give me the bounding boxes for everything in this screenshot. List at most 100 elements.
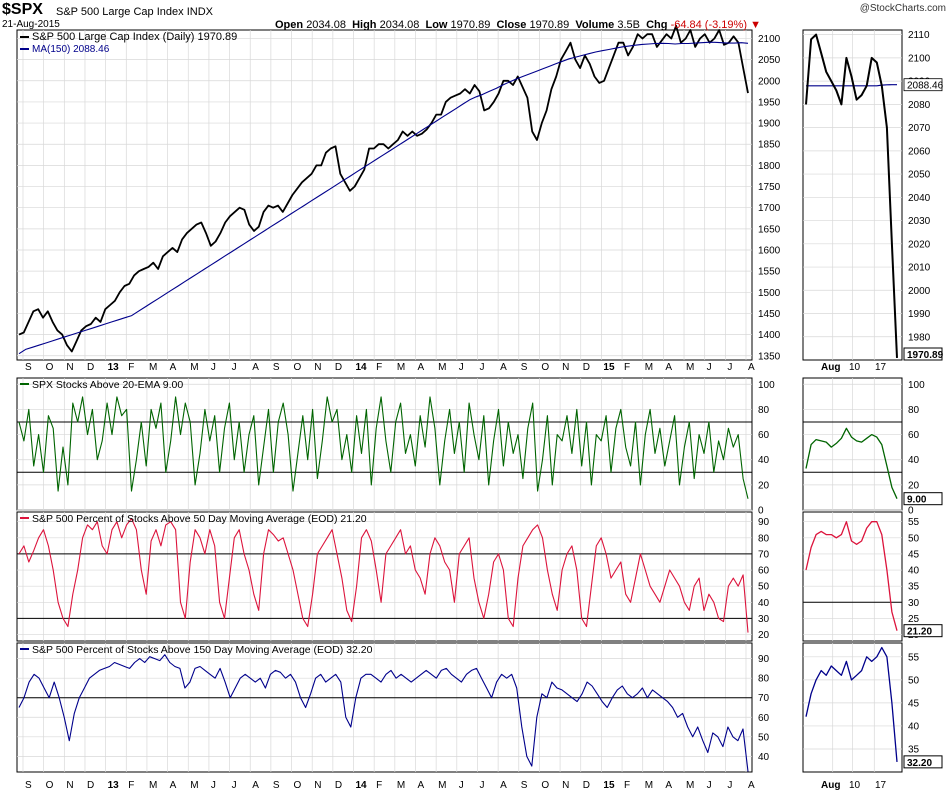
x-tick-label: D	[335, 780, 342, 791]
panel-title: S&P 500 Percent of Stocks Above 50 Day M…	[32, 513, 367, 525]
x-tick-label: O	[294, 780, 302, 791]
x-tick-label: J	[211, 780, 216, 791]
open-value: 2034.08	[306, 19, 346, 31]
zoom-y-tick-label: 40	[908, 455, 920, 466]
stockcharts-watermark[interactable]: @StockCharts.com	[859, 3, 946, 14]
security-name-text: S&P 500 Large Cap Index	[56, 6, 184, 18]
panel-frame	[16, 511, 753, 642]
change-label: Chg	[646, 19, 668, 31]
x-tick-label: O	[541, 362, 549, 373]
zoom-y-tick-label: 50	[908, 533, 920, 544]
panel-title: S&P 500 Percent of Stocks Above 150 Day …	[32, 644, 373, 656]
x-tick-label: F	[624, 362, 630, 373]
zoom-y-tick-label: 60	[908, 430, 920, 441]
last-value-box	[903, 492, 943, 506]
zoom-y-tick-label: 40	[908, 721, 920, 732]
x-tick-label: A	[748, 362, 755, 373]
x-tick-label: M	[149, 780, 157, 791]
x-tick-label: M	[438, 362, 446, 373]
zoom-y-tick-label: 2100	[908, 53, 931, 64]
zoom-y-tick-label: 25	[908, 614, 920, 625]
zoom-y-tick-label: 2030	[908, 216, 931, 227]
y-tick-label: 50	[758, 732, 770, 743]
zoom-series-line	[805, 521, 898, 631]
x-tick-label: 14	[356, 362, 368, 373]
y-tick-label: 60	[758, 713, 770, 724]
panel-above50: 20 30 40 50 60 70 80 90 S&P 500 Percent of Stock…	[16, 511, 770, 642]
x-tick-label: F	[376, 362, 382, 373]
x-tick-label: D	[87, 362, 94, 373]
y-tick-label: 0	[758, 506, 764, 517]
zoom-y-tick-label: 35	[908, 744, 920, 755]
x-tick-label: O	[294, 362, 302, 373]
zoom-panel-ema20: 0 20 40 60 80 100 9.00	[802, 377, 943, 517]
x-tick-label: F	[128, 780, 134, 791]
legend-entry: MA(150) 2088.46	[32, 44, 110, 55]
open-label: Open	[275, 19, 304, 31]
y-tick-label: 20	[758, 630, 770, 641]
zoom-x-tick-label: 17	[875, 780, 887, 791]
last-value-label: 32.20	[907, 758, 932, 769]
zoom-panel-price: 1980 1990 2000 2010 2020 2030 2040 2050 2060 2070…	[802, 29, 944, 361]
x-tick-label: J	[707, 362, 712, 373]
x-tick-label: M	[438, 780, 446, 791]
zoom-y-tick-label: 2110	[908, 30, 930, 41]
security-name: S&P 500 Large Cap Index INDX	[56, 6, 213, 18]
y-tick-label: 20	[758, 480, 770, 491]
chart-date: 21-Aug-2015	[2, 19, 60, 30]
zoom-y-tick-label: 55	[908, 517, 920, 528]
last-value-box	[903, 347, 943, 361]
x-tick-label: J	[459, 780, 464, 791]
zoom-x-tick-label: Aug	[821, 362, 840, 373]
x-tick-label: N	[314, 780, 321, 791]
zoom-y-tick-label: 45	[908, 549, 920, 560]
x-tick-label: 15	[603, 780, 615, 791]
y-tick-label: 40	[758, 455, 770, 466]
series-line-price-0	[18, 24, 749, 353]
x-tick-label: 14	[356, 780, 368, 791]
last-value-label: 21.20	[907, 627, 932, 638]
x-tick-label: A	[252, 362, 259, 373]
panel-frame	[16, 377, 753, 511]
y-tick-label: 40	[758, 752, 770, 763]
y-tick-label: 1550	[758, 267, 781, 278]
change-value: -64.84 (-3.19%)	[670, 19, 747, 31]
y-tick-label: 30	[758, 614, 770, 625]
close-value: 1970.89	[529, 19, 570, 31]
x-tick-label: A	[417, 780, 424, 791]
y-tick-label: 1750	[758, 182, 781, 193]
x-tick-label: O	[46, 362, 54, 373]
x-tick-label: O	[46, 780, 54, 791]
y-tick-label: 70	[758, 693, 770, 704]
x-tick-label: M	[190, 780, 198, 791]
x-axis-labels: S O N D 13 F M A M J J A S O N D 14 F M A M J J A S O N D 15 F M A M J J A A…	[25, 362, 887, 791]
x-tick-label: A	[665, 362, 672, 373]
y-tick-label: 90	[758, 654, 770, 665]
zoom-y-tick-label: 55	[908, 652, 920, 663]
zoom-series-line	[805, 33, 898, 358]
y-tick-label: 70	[758, 549, 770, 560]
last-value-box	[903, 624, 943, 638]
y-tick-label: 1350	[758, 351, 781, 362]
high-value: 2034.08	[379, 19, 420, 31]
y-tick-label: 2050	[758, 55, 781, 66]
x-tick-label: D	[583, 780, 590, 791]
x-tick-label: M	[645, 780, 653, 791]
low-label: Low	[425, 19, 448, 31]
x-tick-label: N	[314, 362, 321, 373]
x-tick-label: M	[190, 362, 198, 373]
volume-label: Volume	[575, 19, 615, 31]
y-tick-label: 60	[758, 566, 770, 577]
x-tick-label: O	[541, 780, 549, 791]
x-tick-label: 15	[603, 362, 615, 373]
series-line-above50-0	[18, 517, 749, 633]
ohlc-readout: Open 2034.08 High 2034.08 Low 1970.89 Cl…	[275, 19, 761, 31]
low-value: 1970.89	[450, 19, 491, 31]
change-down-icon: ▼	[750, 19, 761, 31]
volume-value: 3.5B	[617, 19, 640, 31]
panel-title: SPX Stocks Above 20-EMA 9.00	[32, 379, 183, 391]
zoom-panel-above150: 35 40 45 50 55 32.20	[802, 642, 943, 773]
y-tick-label: 60	[758, 430, 770, 441]
x-tick-label: D	[335, 362, 342, 373]
zoom-y-tick-label: 2020	[908, 239, 931, 250]
